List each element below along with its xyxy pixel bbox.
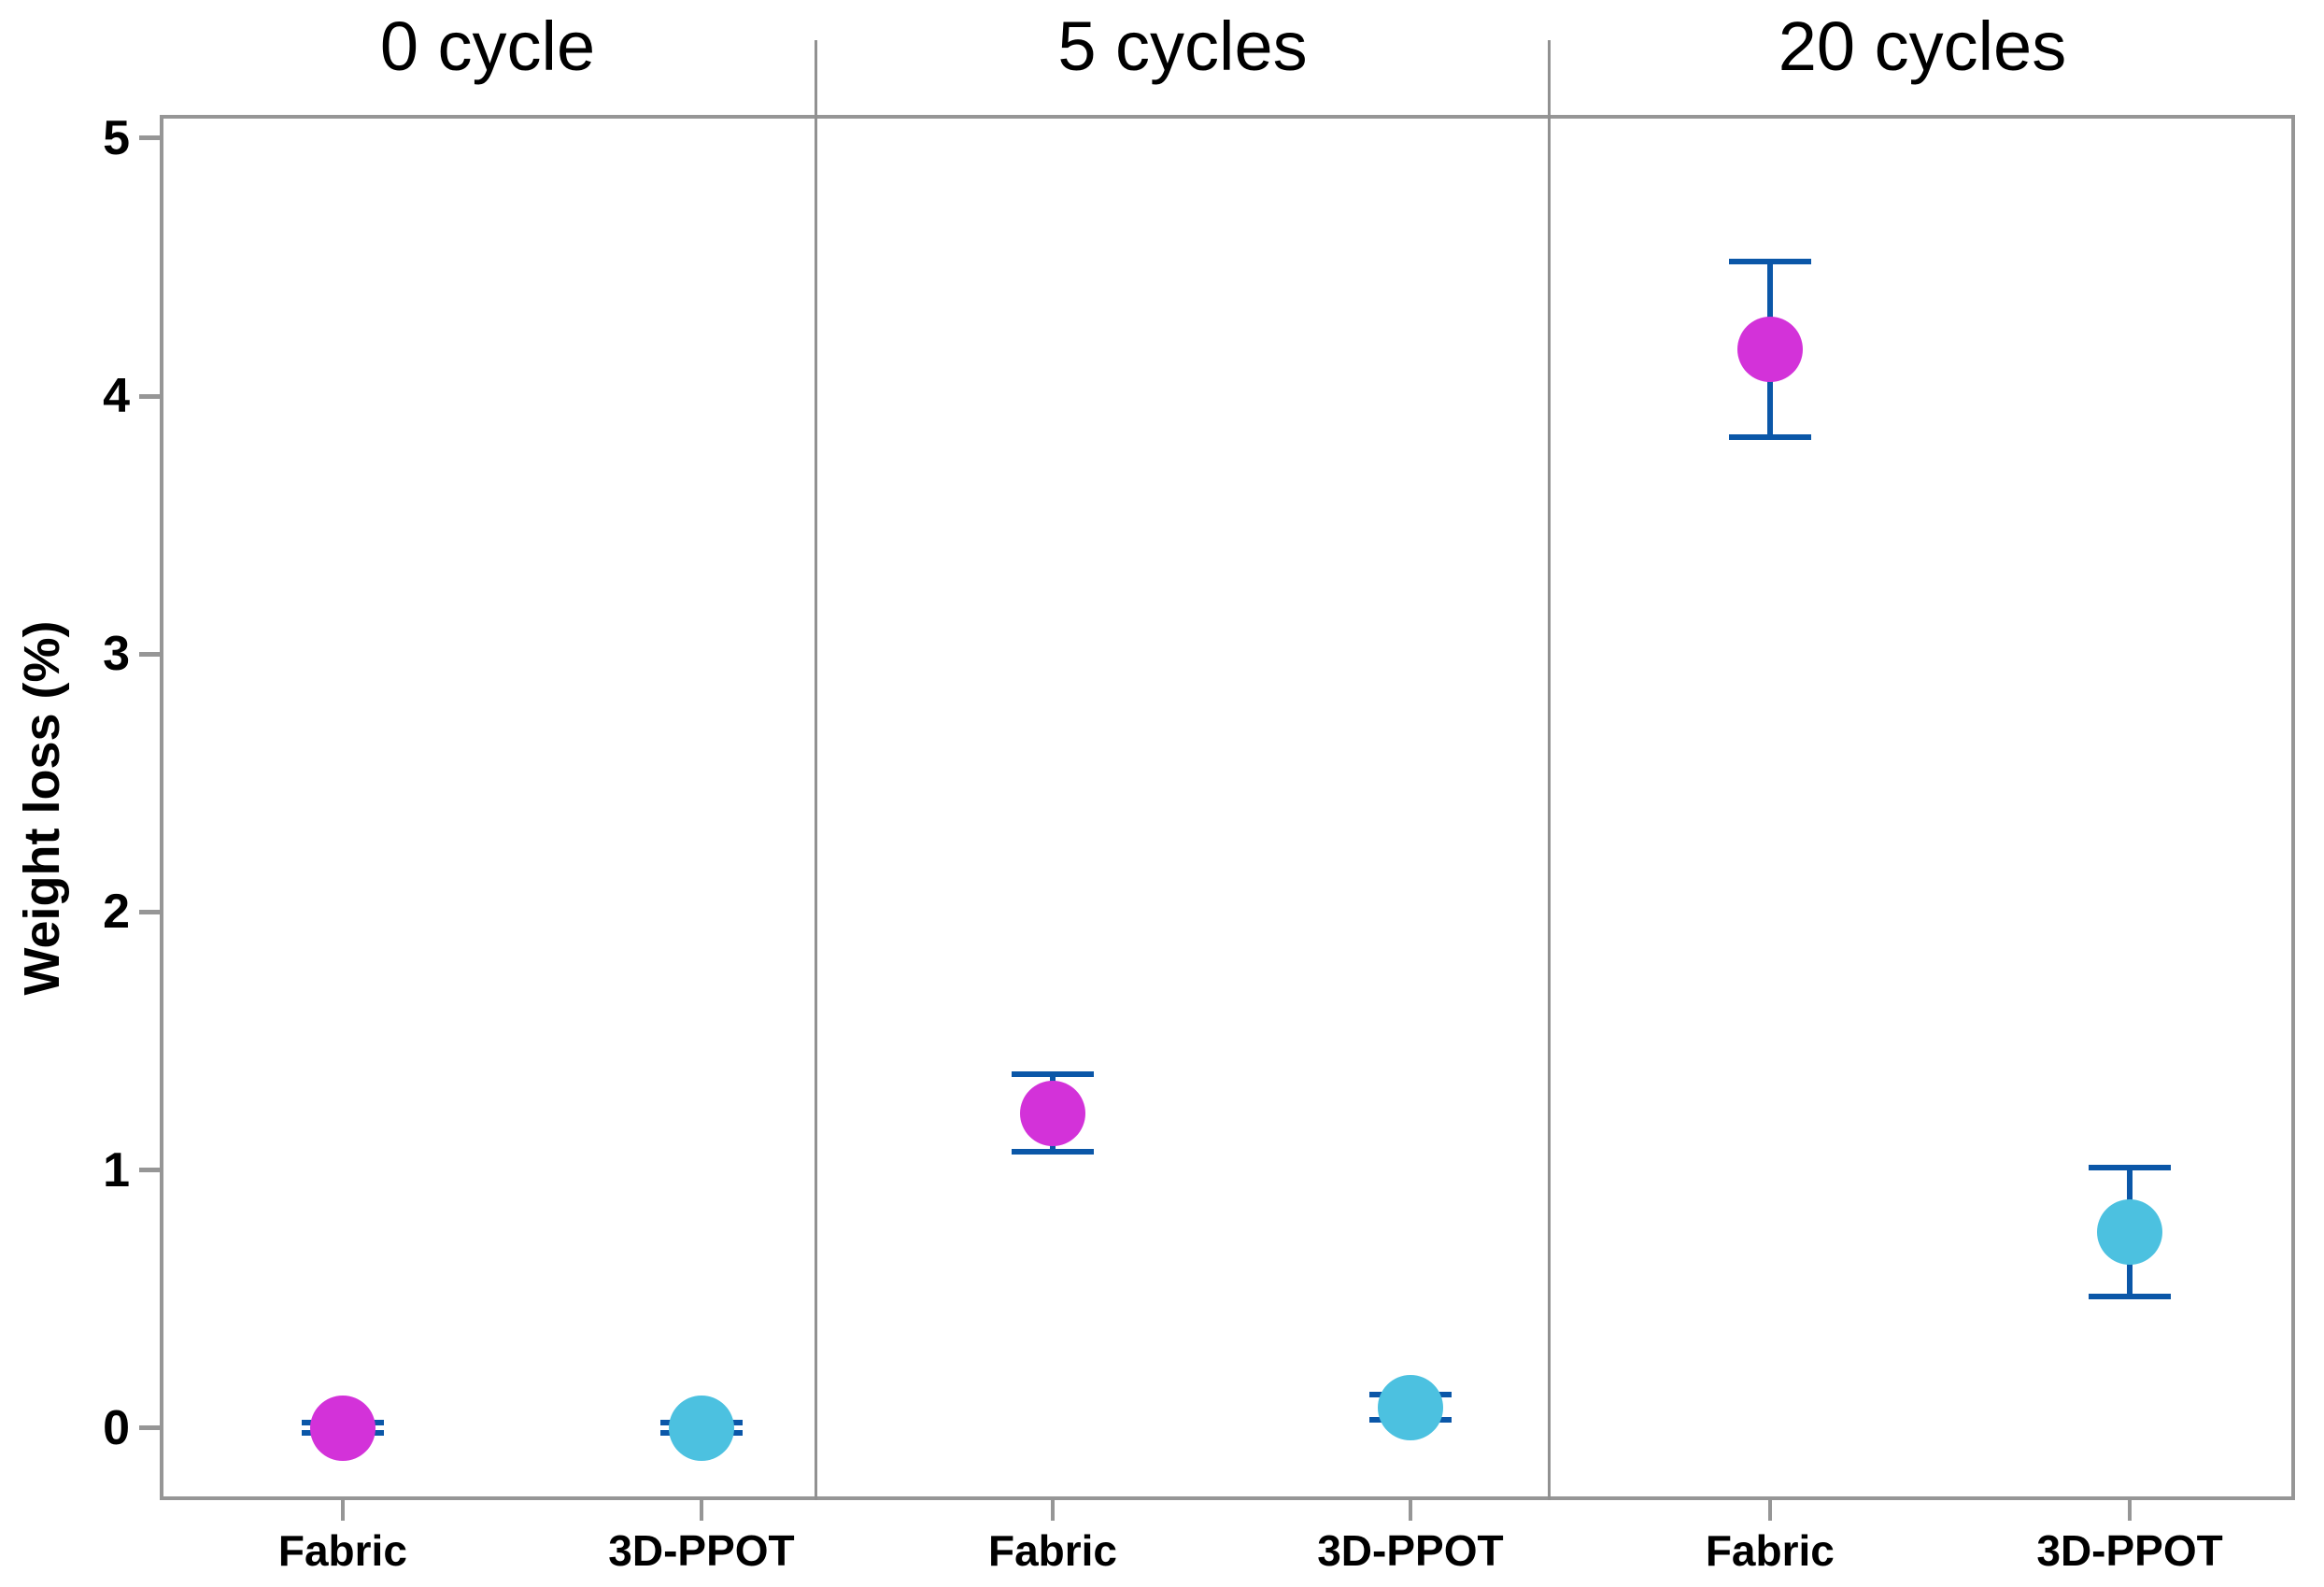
error-bar-cap-top [1012,1071,1094,1078]
data-point-marker [2097,1198,2163,1265]
x-axis-tick-label: Fabric [987,1526,1118,1575]
data-point-marker [309,1395,376,1461]
y-axis-tick-label: 1 [103,1142,130,1197]
plot-frame [160,115,2295,1500]
y-axis-tick-label: 3 [103,627,130,682]
data-point-marker [1736,317,1803,383]
y-axis-tick-label: 2 [103,885,130,940]
error-bar-cap-top [1728,259,1811,265]
y-axis-tick [139,909,160,914]
x-axis-tick [340,1500,345,1521]
x-axis-tick-label: 3D-PPOT [2036,1526,2223,1575]
y-axis-tick-label: 5 [103,110,130,165]
y-axis-tick [139,1168,160,1172]
panel-separator [814,40,817,1500]
error-bar-cap-bottom [1012,1149,1094,1155]
panel-separator [1548,40,1552,1500]
y-axis-tick-label: 0 [103,1400,130,1455]
x-axis-tick [2128,1500,2133,1521]
y-axis-tick [139,135,160,141]
y-axis-tick [139,393,160,399]
panel-title: 0 cycle [379,7,596,85]
x-axis-tick [1767,1500,1772,1521]
x-axis-tick [1051,1500,1055,1521]
y-axis-tick [139,651,160,657]
y-axis-tick-label: 4 [103,369,130,424]
error-bar-cap-bottom [2089,1293,2172,1299]
panel-title: 20 cycles [1778,7,2067,85]
x-axis-tick [1408,1500,1412,1521]
x-axis-tick-label: 3D-PPOT [608,1526,795,1575]
x-axis-tick-label: Fabric [277,1526,407,1575]
y-axis-label: Weight loss (%) [14,619,70,996]
data-point-marker [1377,1374,1443,1440]
panel-title: 5 cycles [1057,7,1308,85]
y-axis-tick [139,1425,160,1431]
error-bar-cap-bottom [1728,434,1811,441]
data-point-marker [668,1395,734,1461]
x-axis-tick-label: Fabric [1705,1526,1835,1575]
x-axis-tick [699,1500,703,1521]
data-point-marker [1020,1080,1085,1146]
x-axis-tick-label: 3D-PPOT [1317,1526,1504,1575]
error-bar-cap-top [2089,1164,2172,1170]
